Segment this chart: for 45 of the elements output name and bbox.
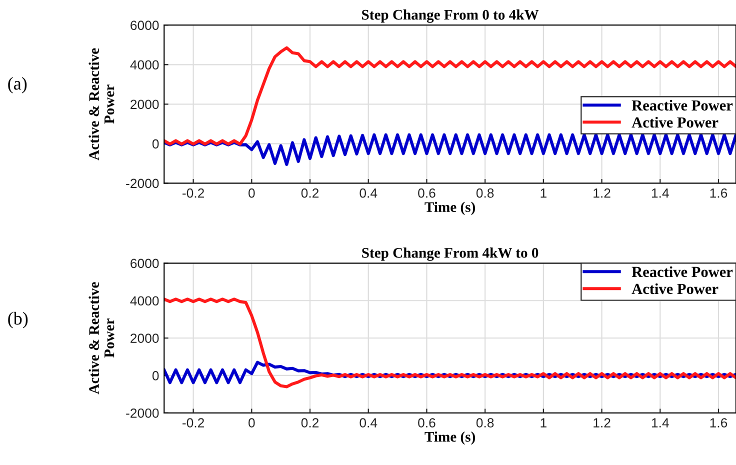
y-tick-label: 2000: [130, 100, 159, 110]
x-axis-title: Time (s): [424, 431, 476, 445]
y-tick-label: 0: [152, 371, 159, 380]
x-axis-title: Time (s): [424, 202, 476, 215]
y-axis-title: Active & Reactive Power: [88, 282, 114, 394]
y-tick-label: 4000: [130, 296, 159, 306]
x-tick-label: 1.6: [710, 188, 728, 198]
text: (a): [8, 77, 27, 94]
chart-title: Step Change From 0 to 4kW: [362, 9, 539, 23]
x-tick-label: 0: [248, 188, 255, 198]
x-tick-label: 0.4: [360, 188, 378, 198]
x-tick-label: 0.2: [301, 418, 319, 428]
x-tick-label: 1.2: [594, 418, 610, 428]
line-series: [164, 133, 736, 166]
x-tick-label: 0.8: [476, 188, 494, 198]
text: (b): [8, 312, 28, 328]
x-tick-label: 0.6: [418, 188, 436, 198]
y-tick-label: -2000: [126, 408, 159, 418]
x-tick-label: 1.2: [594, 188, 610, 198]
legend-label: Reactive Power: [632, 100, 733, 111]
x-tick-label: 1: [540, 188, 546, 198]
y-axis-title: Active & Reactive Power: [88, 48, 114, 160]
x-tick-label: 0.4: [360, 418, 378, 428]
y-tick-label: 2000: [130, 334, 159, 343]
x-tick-label: -0.2: [182, 418, 204, 428]
x-tick-label: 1.6: [710, 418, 728, 428]
x-tick-label: 1: [540, 418, 546, 428]
x-tick-label: 1.4: [652, 418, 669, 428]
x-tick-label: 0: [248, 418, 255, 428]
chart-title: Step Change From 4kW to 0: [362, 248, 538, 261]
line-series: [164, 46, 736, 146]
x-tick-label: 0.8: [476, 418, 494, 428]
x-tick-label: 1.4: [652, 188, 669, 198]
y-tick-label: 0: [152, 139, 159, 149]
legend-label: Active Power: [632, 283, 718, 294]
legend-label: Reactive Power: [632, 266, 733, 278]
y-tick-label: 6000: [130, 258, 159, 268]
y-tick-label: 4000: [130, 60, 159, 70]
x-tick-label: 0.6: [418, 418, 436, 428]
x-tick-label: -0.2: [182, 188, 204, 198]
legend-label: Active Power: [632, 116, 718, 128]
y-tick-label: 6000: [130, 20, 159, 30]
y-tick-label: -2000: [126, 178, 159, 188]
line-series: [164, 298, 736, 388]
x-tick-label: 0.2: [301, 188, 319, 198]
